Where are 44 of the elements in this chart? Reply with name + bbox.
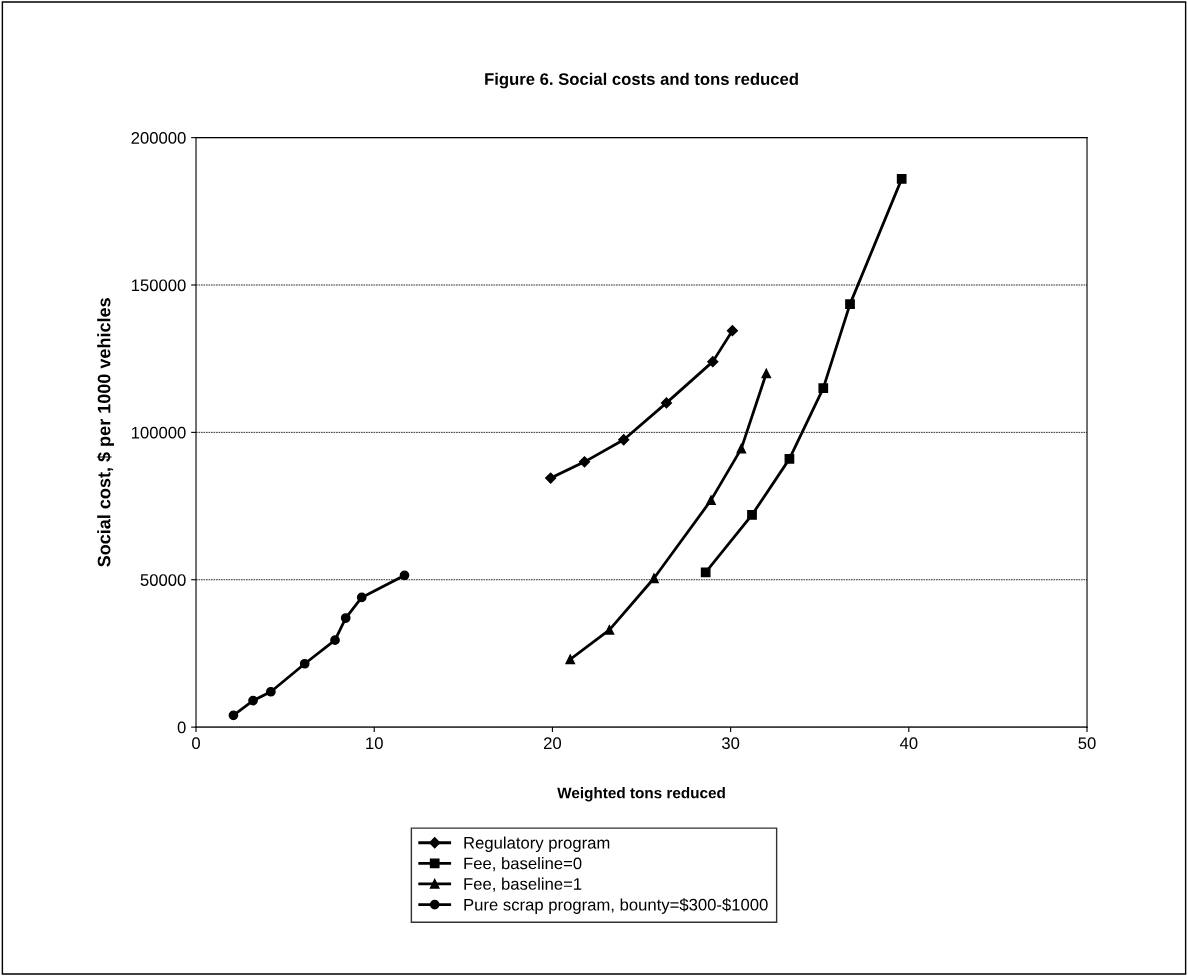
y-tick-label: 100000 [131,426,186,439]
point [565,654,576,665]
point [747,510,757,520]
x-tick-label: 30 [721,737,740,750]
point [761,368,772,379]
point [299,658,310,669]
point [604,624,615,635]
point [707,356,719,368]
point [700,567,711,578]
point [896,174,907,184]
point [649,573,659,584]
y-tick-label: 50000 [140,574,186,586]
point [248,695,258,706]
y-tick-label: 200000 [131,132,186,144]
x-tick-label: 40 [899,737,918,750]
y-tick-label: 0 [177,721,186,734]
point [399,570,410,581]
point [618,434,630,446]
point [340,613,351,623]
x-axis-title: Weighted tons reduced [557,787,725,802]
legend-label: Pure scrap program, bounty=$300-$1000 [464,898,768,914]
y-axis-title: Social cost, $ per 1000 vehicles [96,298,115,567]
x-tick-label: 20 [543,737,562,750]
point [706,495,716,506]
chart-title: Figure 6. Social costs and tons reduced [485,72,798,89]
point [266,686,276,697]
x-tick-label: 10 [366,737,383,750]
point [845,299,855,310]
point [736,443,747,454]
point [660,397,673,409]
y-tick-label: 150000 [131,279,186,292]
point [784,454,795,464]
point [578,456,591,468]
x-tick-label: 0 [192,737,200,750]
point [545,472,557,484]
legend-label: Fee, baseline=1 [464,877,582,892]
legend-label: Fee, baseline=0 [464,857,582,872]
point [356,592,367,603]
point [818,383,829,394]
x-tick-label: 50 [1078,737,1096,750]
point [228,710,239,721]
point [726,325,739,337]
legend-label: Regulatory program [464,836,610,853]
point [330,635,340,646]
